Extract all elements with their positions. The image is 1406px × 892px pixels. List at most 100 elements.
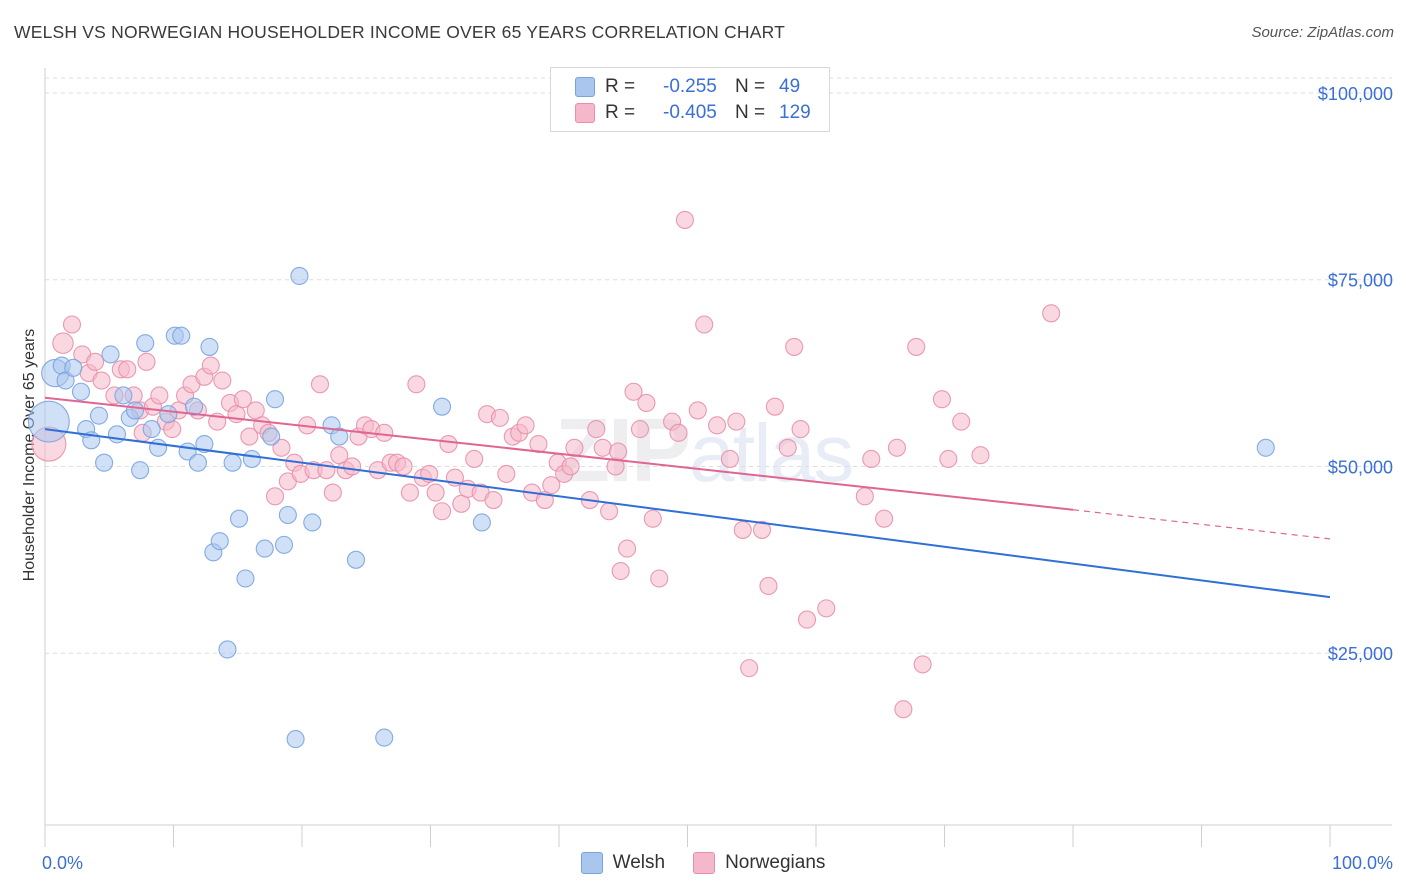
norwegian-point	[343, 457, 362, 476]
legend-n-value-welsh: 49	[779, 76, 801, 97]
welsh-point	[27, 400, 70, 443]
norwegian-point	[233, 390, 252, 409]
norwegian-point	[855, 487, 874, 506]
norwegian-point	[561, 457, 580, 476]
norwegian-point	[785, 337, 804, 356]
welsh-point	[330, 427, 349, 446]
norwegian-point	[1042, 304, 1061, 323]
welsh-point	[64, 358, 83, 377]
norwegian-point	[765, 397, 784, 416]
welsh-point	[188, 453, 207, 472]
norwegian-point	[150, 386, 169, 405]
norwegian-point	[669, 423, 688, 442]
norwegian-point	[565, 438, 584, 457]
welsh-point	[114, 386, 133, 405]
source-label: Source: ZipAtlas.com	[1251, 24, 1394, 41]
norwegian-point	[733, 520, 752, 539]
chart-title: WELSH VS NORWEGIAN HOUSEHOLDER INCOME OV…	[14, 22, 785, 42]
norwegian-point	[637, 393, 656, 412]
bottom-legend-label-norwegians: Norwegians	[725, 852, 826, 873]
welsh-point	[242, 449, 261, 469]
bottom-legend-welsh: Welsh	[580, 852, 665, 874]
x-tick-label-max: 100.0%	[1332, 853, 1393, 873]
legend-n-label: N =	[735, 76, 766, 97]
welsh-point	[274, 535, 294, 554]
legend-row-welsh: R = -0.255 N = 49	[575, 75, 800, 99]
welsh-point	[185, 397, 204, 416]
welsh-point	[125, 401, 144, 420]
bottom-legend-swatch-welsh	[580, 852, 603, 874]
norwegian-point	[246, 401, 265, 420]
legend-r-value-welsh: -0.255	[663, 76, 717, 97]
norwegian-point	[400, 483, 419, 502]
norwegian-point	[201, 356, 220, 375]
norwegian-point	[630, 420, 650, 439]
legend-swatch-welsh	[575, 77, 595, 97]
welsh-point	[159, 405, 178, 424]
norwegian-point	[465, 449, 484, 469]
norwegian-point	[688, 401, 707, 420]
welsh-point	[172, 326, 191, 345]
welsh-point	[236, 569, 255, 588]
norwegian-point	[939, 449, 958, 469]
norwegian-point	[240, 427, 259, 446]
norwegian-point	[907, 337, 926, 356]
y-tick-label: $100,000	[1318, 84, 1393, 104]
bottom-legend-swatch-norwegians	[693, 852, 716, 874]
norwegian-point	[650, 569, 669, 588]
welsh-point	[149, 438, 168, 457]
norwegian-point	[791, 420, 810, 439]
norwegian-point	[497, 464, 516, 483]
norwegian-point	[740, 659, 759, 678]
norwegian-point	[913, 655, 932, 674]
norwegian-point	[265, 487, 285, 506]
norwegian-point	[609, 442, 628, 461]
legend-swatch-norwegians	[575, 103, 595, 123]
norwegian-trend-line	[44, 396, 1074, 511]
norwegian-point	[439, 434, 458, 454]
legend-r-label: R =	[605, 76, 636, 97]
norwegian-point	[759, 576, 778, 596]
x-tick-label-min: 0.0%	[42, 853, 83, 873]
norwegian-point	[695, 315, 714, 334]
norwegian-point	[797, 610, 817, 629]
welsh-point	[195, 434, 214, 454]
welsh-point	[375, 728, 394, 747]
welsh-point	[433, 397, 452, 416]
norwegian-point	[887, 438, 907, 457]
norwegian-point	[752, 520, 772, 539]
legend-n-value-norwegians: 129	[779, 102, 811, 123]
welsh-point	[1256, 438, 1275, 457]
norwegian-point	[52, 332, 74, 354]
norwegian-point	[310, 375, 330, 394]
legend-r-value-norwegians: -0.405	[663, 102, 717, 123]
welsh-point	[210, 532, 229, 551]
norwegian-point	[817, 599, 836, 618]
norwegian-trend-line	[1072, 509, 1331, 540]
norwegian-point	[272, 438, 291, 457]
norwegian-point	[593, 438, 612, 457]
norwegian-point	[62, 315, 82, 334]
norwegian-point	[516, 416, 535, 435]
welsh-point	[136, 334, 155, 353]
norwegian-point	[894, 700, 913, 719]
norwegian-point	[600, 502, 619, 521]
norwegian-point	[452, 494, 471, 513]
bottom-legend: Welsh Norwegians	[0, 852, 1406, 874]
norwegian-point	[394, 457, 413, 476]
welsh-point	[101, 345, 120, 364]
welsh-point	[223, 453, 242, 472]
welsh-point	[89, 406, 109, 425]
norwegian-point	[118, 360, 137, 379]
norwegian-point	[484, 491, 503, 510]
norwegian-point	[490, 408, 509, 427]
y-tick-label: $50,000	[1328, 457, 1393, 477]
legend-n-label: N =	[735, 102, 766, 123]
welsh-point	[200, 337, 219, 356]
norwegian-point	[611, 561, 630, 581]
welsh-point	[265, 390, 285, 409]
welsh-point	[472, 513, 491, 532]
norwegian-point	[330, 446, 349, 465]
welsh-point	[255, 539, 274, 558]
legend-r-label: R =	[605, 102, 636, 123]
